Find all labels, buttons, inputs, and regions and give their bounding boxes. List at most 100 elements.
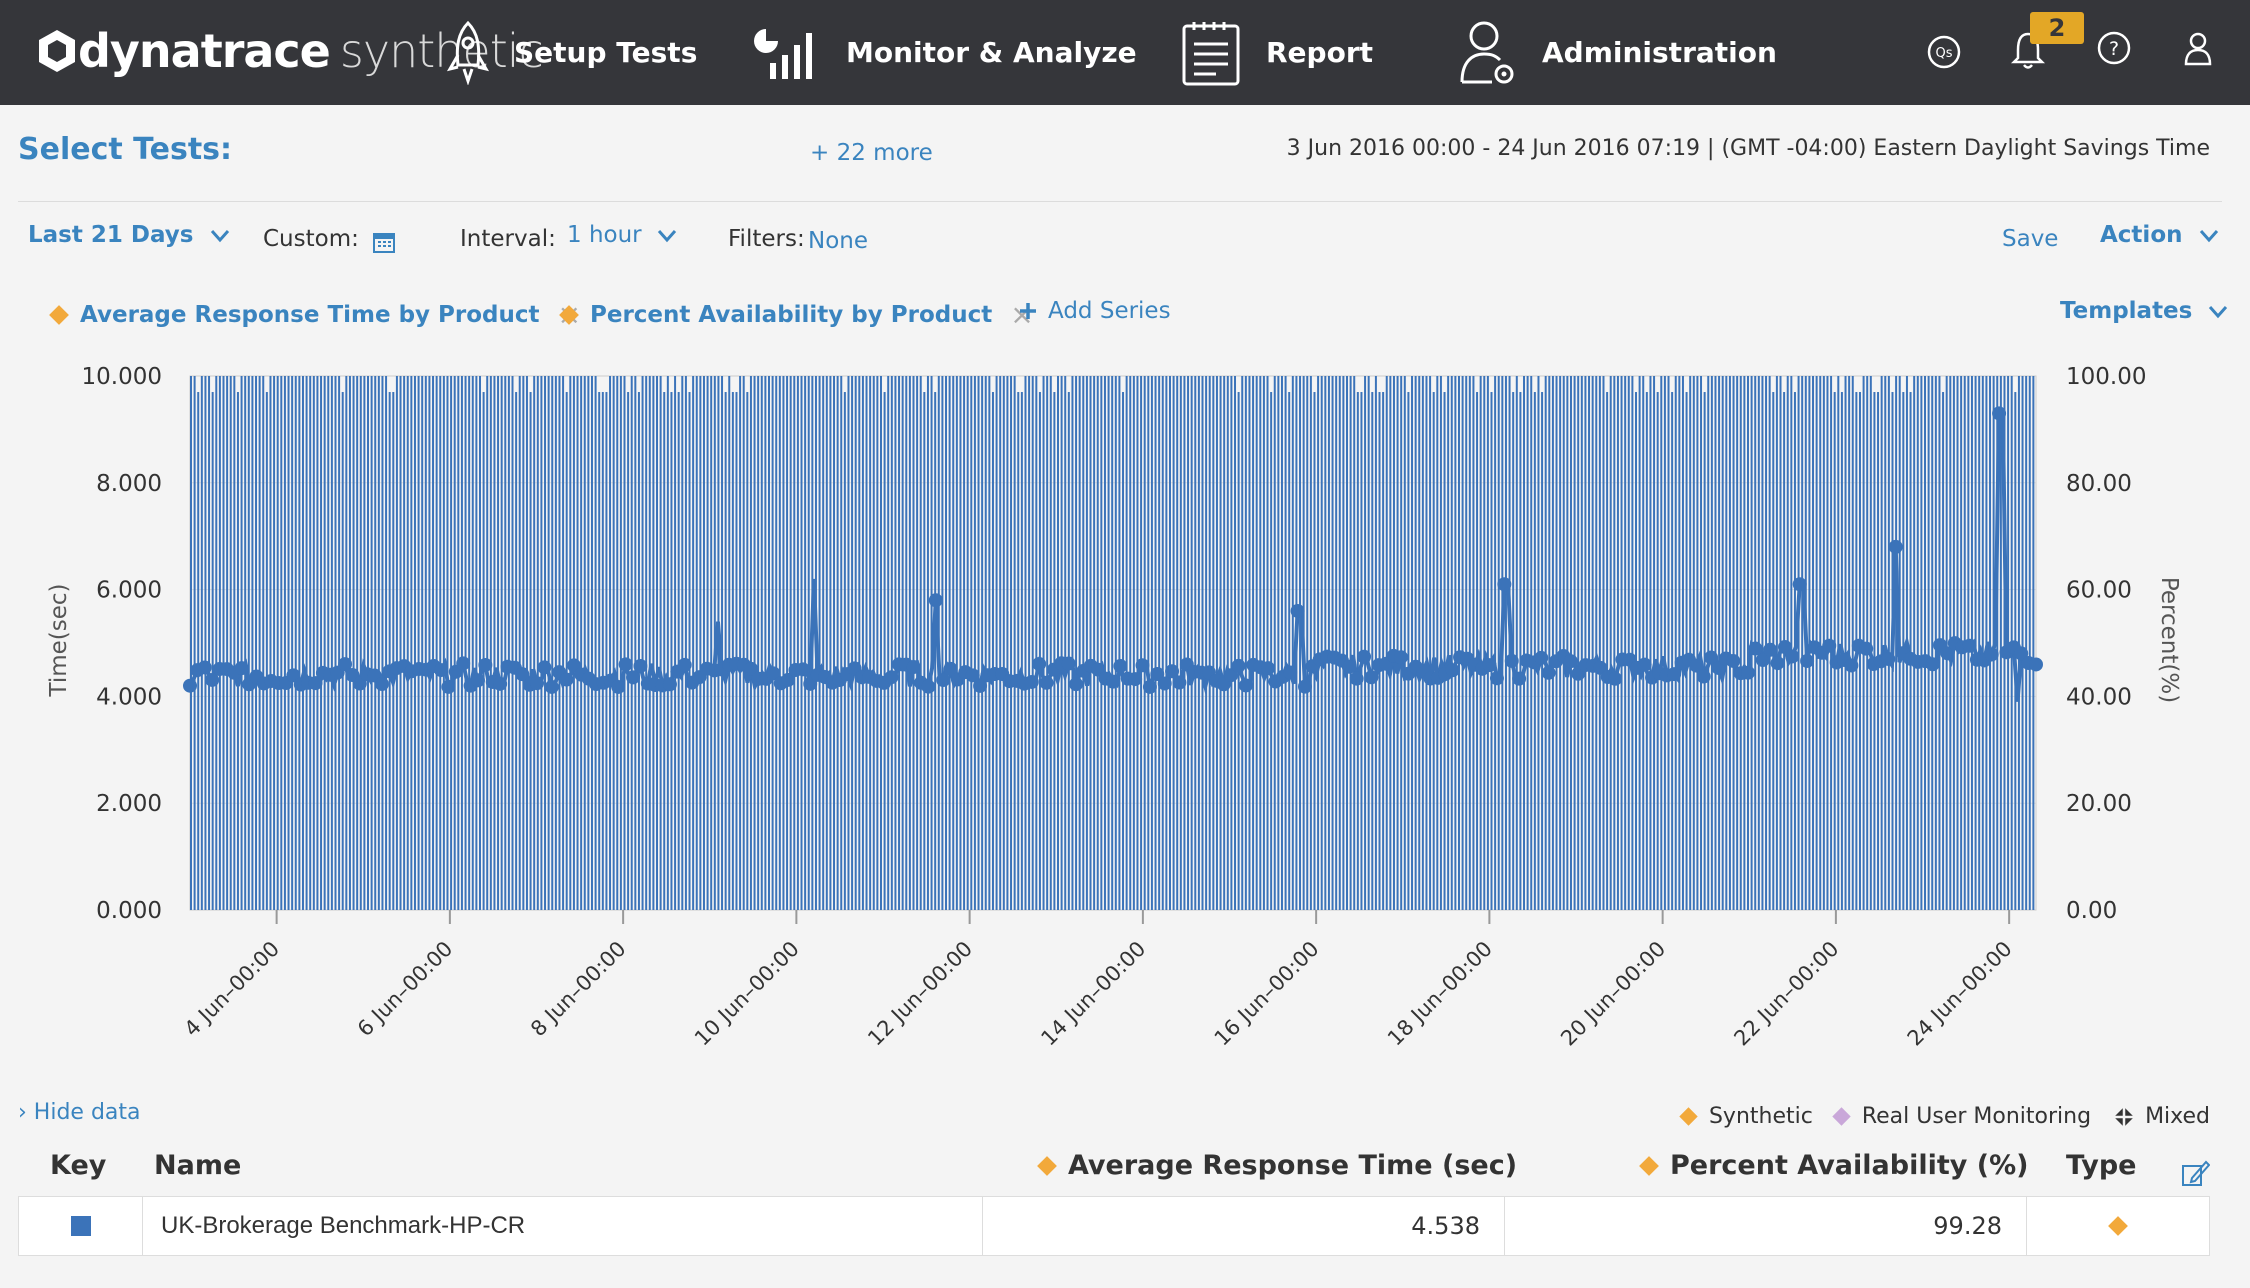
availability-bar: [1443, 392, 1446, 910]
availability-bar: [594, 376, 597, 910]
user-profile-icon[interactable]: [2180, 30, 2216, 66]
availability-bar: [1129, 376, 1132, 910]
dynatrace-logo[interactable]: dynatrace synthetic: [36, 16, 544, 86]
availability-bar: [1519, 392, 1522, 910]
help-icon[interactable]: ?: [2096, 30, 2132, 66]
response-time-point: [1039, 675, 1054, 690]
availability-bar: [554, 376, 557, 910]
qs-icon[interactable]: Qs: [1926, 34, 1962, 70]
availability-bar: [1620, 376, 1623, 910]
availability-bar: [1042, 376, 1045, 910]
save-button[interactable]: Save: [2002, 226, 2059, 252]
availability-bar: [721, 376, 724, 910]
interval-dropdown[interactable]: 1 hour: [567, 222, 677, 248]
availability-bar: [1208, 376, 1211, 910]
availability-bar: [229, 376, 232, 910]
svg-text:Qs: Qs: [1935, 46, 1952, 61]
availability-bar: [1241, 376, 1244, 910]
availability-bar: [1118, 376, 1121, 910]
availability-bar: [330, 376, 333, 910]
availability-bar: [706, 376, 709, 910]
availability-bar: [1598, 376, 1601, 910]
availability-bar: [822, 376, 825, 910]
top-navigation-bar: dynatrace synthetic Setup Tests Monitor &…: [0, 0, 2250, 105]
availability-bar: [334, 376, 337, 910]
availability-bar: [699, 376, 702, 910]
response-time-availability-chart[interactable]: 0.000 2.000 4.000 6.000 8.000 10.000 0.00 20.0…: [0, 350, 2250, 1070]
availability-bar: [1627, 376, 1630, 910]
response-time-point: [1165, 664, 1180, 679]
availability-bar: [1461, 376, 1464, 910]
availability-bar: [1710, 376, 1713, 910]
availability-bar: [861, 376, 864, 910]
availability-bar: [670, 392, 673, 910]
availability-bar: [1660, 376, 1663, 910]
availability-bar: [963, 376, 966, 910]
availability-bar: [1613, 376, 1616, 910]
hide-data-link[interactable]: › Hide data: [18, 1100, 141, 1125]
availability-bar: [1158, 376, 1161, 910]
response-time-point: [1726, 653, 1741, 668]
availability-bar: [775, 376, 778, 910]
nav-administration[interactable]: Administration: [1458, 0, 1777, 105]
legend-synthetic: Synthetic: [1679, 1104, 1813, 1129]
edit-columns-icon[interactable]: [2180, 1158, 2210, 1188]
availability-bar: [1653, 376, 1656, 910]
availability-bar: [580, 376, 583, 910]
col-pct-header[interactable]: Percent Availability (%): [1639, 1150, 2028, 1181]
nav-monitor-analyze[interactable]: Monitor & Analyze: [752, 0, 1137, 105]
availability-bar: [735, 392, 738, 910]
availability-bar: [446, 376, 449, 910]
filters-value-link[interactable]: None: [808, 228, 869, 254]
availability-bar: [919, 376, 922, 910]
availability-bar: [475, 376, 478, 910]
more-tests-link[interactable]: + 22 more: [810, 140, 933, 166]
availability-bar: [1609, 376, 1612, 910]
templates-dropdown[interactable]: Templates: [2060, 298, 2228, 324]
availability-bar: [1147, 376, 1150, 910]
availability-bar: [800, 376, 803, 910]
series-tag-pct-availability[interactable]: Percent Availability by Product ×: [559, 298, 1034, 331]
left-tick-label: 0.000: [96, 898, 162, 924]
availability-bar: [991, 392, 994, 910]
availability-bar: [1010, 376, 1013, 910]
availability-bar: [312, 376, 315, 910]
availability-bar: [908, 376, 911, 910]
row-pct-cell: 99.28: [1505, 1197, 2027, 1255]
availability-bar: [641, 376, 644, 910]
nav-setup-tests[interactable]: Setup Tests: [446, 0, 697, 105]
availability-bar: [887, 376, 890, 910]
availability-bar: [1226, 376, 1229, 910]
right-tick-label: 100.00: [2066, 364, 2146, 390]
action-dropdown[interactable]: Action: [2100, 222, 2219, 248]
col-name-header[interactable]: Name: [154, 1150, 242, 1181]
range-dropdown[interactable]: Last 21 Days: [28, 222, 230, 248]
availability-bar: [338, 376, 341, 910]
availability-bar: [1703, 392, 1706, 910]
availability-bar: [1205, 376, 1208, 910]
series-tag-avg-response[interactable]: Average Response Time by Product ×: [49, 298, 581, 331]
availability-bar: [255, 376, 258, 910]
availability-bar: [1454, 376, 1457, 910]
availability-bar: [1425, 376, 1428, 910]
response-time-point: [1069, 677, 1084, 692]
response-time-point: [1940, 646, 1955, 661]
add-series-button[interactable]: Add Series: [1018, 298, 1171, 324]
response-time-point: [1342, 659, 1357, 674]
select-tests-title[interactable]: Select Tests:: [18, 132, 233, 167]
availability-bar: [1378, 392, 1381, 910]
availability-bar: [1411, 376, 1414, 910]
response-time-point: [1881, 651, 1896, 666]
table-row[interactable]: UK-Brokerage Benchmark-HP-CR 4.538 99.28: [18, 1196, 2210, 1256]
synthetic-diamond-icon: [2108, 1216, 2128, 1236]
availability-bar: [211, 392, 214, 910]
notification-count-badge[interactable]: 2: [2030, 12, 2084, 44]
availability-bar: [793, 376, 796, 910]
calendar-icon[interactable]: [372, 230, 396, 254]
nav-report[interactable]: Report: [1180, 0, 1373, 105]
availability-bar: [674, 376, 677, 910]
availability-bar: [301, 376, 304, 910]
availability-bar: [1551, 376, 1554, 910]
dynatrace-logo-icon: [39, 30, 75, 72]
col-avg-header[interactable]: Average Response Time (sec): [1037, 1150, 1517, 1181]
